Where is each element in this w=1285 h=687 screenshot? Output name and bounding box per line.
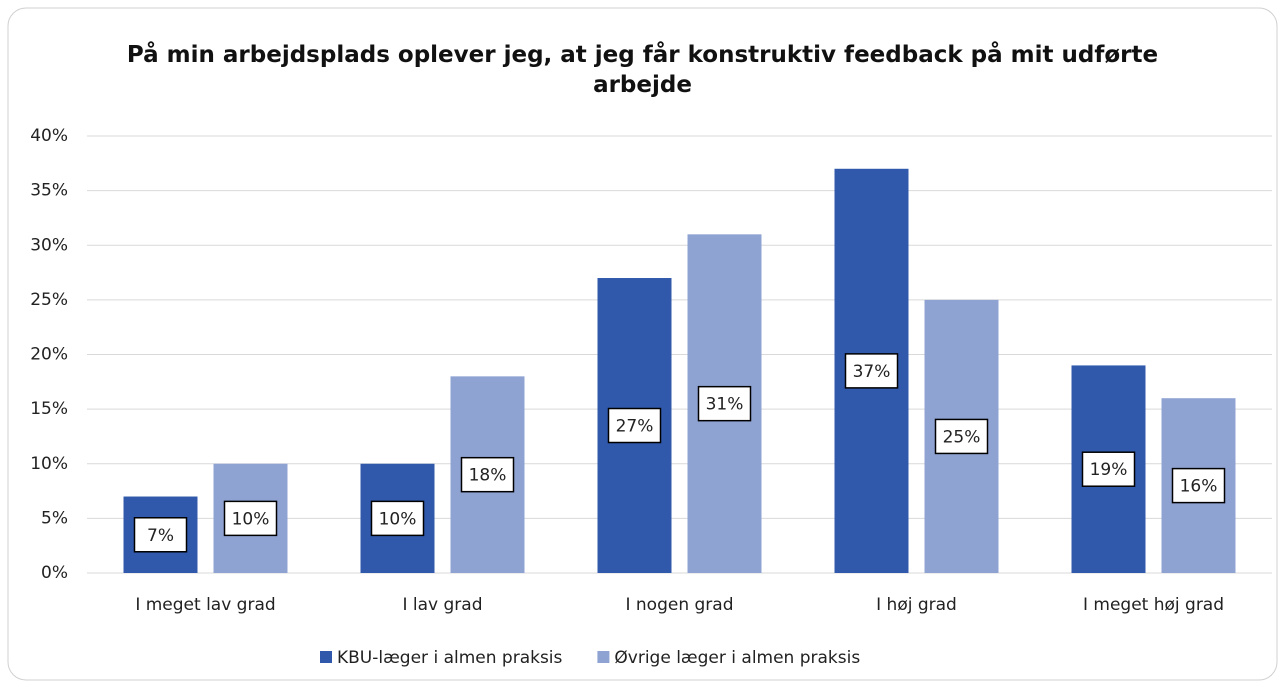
data-label: 10% [379,509,417,529]
data-label: 27% [616,417,654,437]
chart-title: På min arbejdsplads oplever jeg, at jeg … [126,42,1159,98]
data-label-box [1081,451,1136,487]
data-label: 18% [469,466,507,486]
legend-label: KBU-læger i almen praksis [337,648,563,668]
data-label-box [133,517,188,553]
x-tick-label: I meget høj grad [1083,595,1224,615]
data-label: 31% [706,395,744,415]
data-label-box [460,456,515,493]
y-tick-label: 40% [30,126,68,146]
data-label: 19% [1090,460,1128,480]
data-label-box [697,385,752,422]
y-tick-label: 25% [30,290,68,310]
legend-swatch [320,651,332,663]
data-label: 25% [943,427,981,447]
x-tick-label: I nogen grad [625,595,733,615]
data-label: 16% [1180,477,1218,497]
x-tick-label: I høj grad [876,595,957,615]
data-label-box [223,500,278,537]
data-label: 7% [147,526,174,546]
y-tick-label: 0% [41,563,68,583]
y-tick-label: 10% [30,454,68,474]
data-label-box [1171,467,1226,504]
data-label: 37% [853,362,891,382]
data-label-box [607,407,662,444]
data-label: 10% [232,509,270,529]
data-label-box [934,418,989,455]
data-label-box [844,353,899,389]
y-tick-label: 30% [30,235,68,255]
x-tick-label: I meget lav grad [135,595,275,615]
legend-label: Øvrige læger i almen praksis [614,648,860,668]
legend-swatch [597,651,610,663]
x-tick-label: I lav grad [402,595,482,615]
y-tick-label: 35% [30,181,68,201]
y-tick-label: 5% [41,508,68,528]
data-label-box [370,500,425,537]
y-tick-label: 20% [30,345,68,365]
y-tick-label: 15% [30,399,68,419]
